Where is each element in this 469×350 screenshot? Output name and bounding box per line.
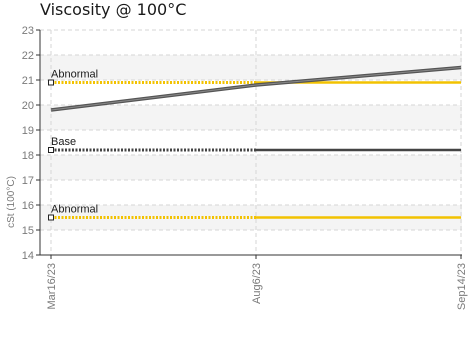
reference-marker	[48, 147, 54, 153]
series-line-highlight	[50, 67, 462, 111]
x-tick-labels: Mar16/23 Aug6/23 Sep14/23	[46, 255, 468, 310]
reference-marker	[48, 79, 54, 86]
x-tick-label: Aug6/23	[251, 263, 263, 304]
y-tick-label: 15	[22, 225, 34, 237]
reference-line-label: Abnormal	[51, 69, 98, 81]
grid-band	[40, 155, 462, 180]
y-tick-label: 16	[22, 200, 34, 212]
axes	[39, 30, 462, 256]
chart-title: Viscosity @ 100°C	[40, 0, 187, 19]
y-tick-label: 20	[22, 100, 34, 112]
y-tick-labels: 14 15 16 17 18 19 20 21 22 23	[22, 25, 40, 262]
y-tick-label: 21	[22, 75, 34, 87]
y-axis-label: cSt (100°C)	[6, 176, 17, 228]
series-lines	[50, 65, 462, 112]
grid-band	[40, 105, 462, 130]
x-tick-label: Sep14/23	[456, 263, 468, 310]
grid-band	[40, 55, 462, 80]
background-bands	[40, 55, 462, 230]
reference-line-label: Abnormal	[51, 204, 98, 216]
x-tick-label: Mar16/23	[46, 263, 58, 309]
reference-lines: Abnormal Base Abnormal	[48, 69, 461, 221]
reference-marker	[48, 214, 54, 221]
y-tick-label: 19	[22, 125, 34, 137]
y-tick-label: 22	[22, 50, 34, 62]
reference-line-label: Base	[51, 136, 76, 148]
y-tick-label: 23	[22, 25, 34, 37]
y-tick-label: 18	[22, 150, 34, 162]
y-tick-label: 14	[22, 250, 34, 262]
y-tick-label: 17	[22, 175, 34, 187]
